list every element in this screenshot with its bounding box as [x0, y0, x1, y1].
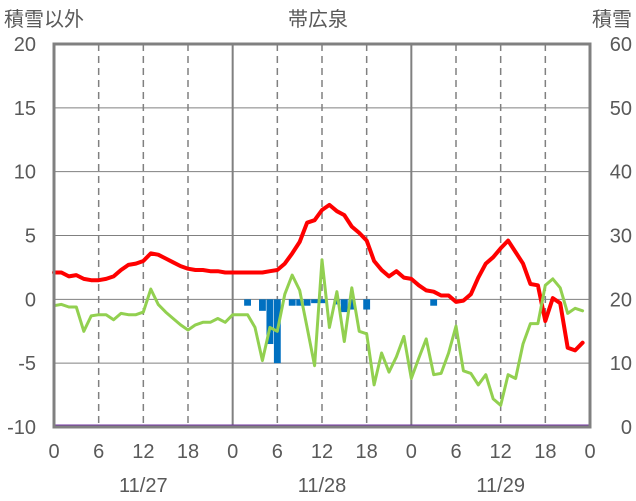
x-tick-label: 18: [534, 441, 556, 463]
x-tick-label: 12: [311, 441, 333, 463]
y-tick-label: -5: [18, 353, 36, 375]
y-tick-label: 15: [14, 98, 36, 120]
x-tick-label: 0: [227, 441, 238, 463]
x-tick-label: 6: [272, 441, 283, 463]
precipitation-bar: [348, 299, 356, 310]
right-axis-title: 積雪: [592, 7, 632, 31]
date-label: 11/27: [119, 475, 168, 497]
y2-tick-label: 50: [610, 98, 632, 120]
y-tick-label: 5: [25, 226, 36, 248]
precipitation-bar: [311, 299, 318, 304]
precipitation-bar: [363, 299, 371, 310]
y2-tick-label: 20: [610, 289, 632, 311]
y2-tick-label: 0: [621, 417, 632, 439]
x-tick-label: 18: [356, 441, 378, 463]
x-tick-label: 18: [177, 441, 199, 463]
plot-frame: [52, 42, 592, 429]
date-label: 11/28: [298, 475, 347, 497]
y-tick-label: 0: [25, 289, 36, 311]
precipitation-bar: [333, 299, 341, 305]
precipitation-bar: [288, 299, 296, 306]
x-tick-label: 6: [450, 441, 461, 463]
precipitation-bar: [340, 299, 348, 313]
temperature-line: [52, 202, 585, 353]
dewpoint-line: [52, 258, 585, 407]
chart-title: 帯広泉: [288, 7, 348, 31]
x-tick-label: 0: [584, 441, 595, 463]
precipitation-bar: [244, 299, 251, 306]
y-tick-label: 20: [14, 34, 36, 56]
x-tick-label: 12: [132, 441, 154, 463]
precipitation-bar: [430, 299, 438, 306]
precipitation-bar: [266, 299, 274, 345]
y2-tick-label: 10: [610, 353, 632, 375]
precipitation-bar: [296, 299, 304, 306]
y2-tick-label: 60: [610, 34, 632, 56]
date-label: 11/29: [476, 475, 525, 497]
x-tick-label: 0: [406, 441, 417, 463]
grid: [54, 44, 590, 427]
precipitation-bar: [318, 299, 326, 304]
x-tick-label: 12: [490, 441, 512, 463]
x-tick-label: 6: [93, 441, 104, 463]
precipitation-bar: [259, 299, 266, 311]
y2-tick-label: 40: [610, 162, 632, 184]
y-tick-label: 10: [14, 162, 36, 184]
left-axis-title: 積雪以外: [4, 7, 84, 31]
precipitation-bar: [303, 299, 311, 306]
y-tick-label: -10: [7, 417, 36, 439]
x-tick-label: 0: [48, 441, 59, 463]
y2-tick-label: 30: [610, 226, 632, 248]
